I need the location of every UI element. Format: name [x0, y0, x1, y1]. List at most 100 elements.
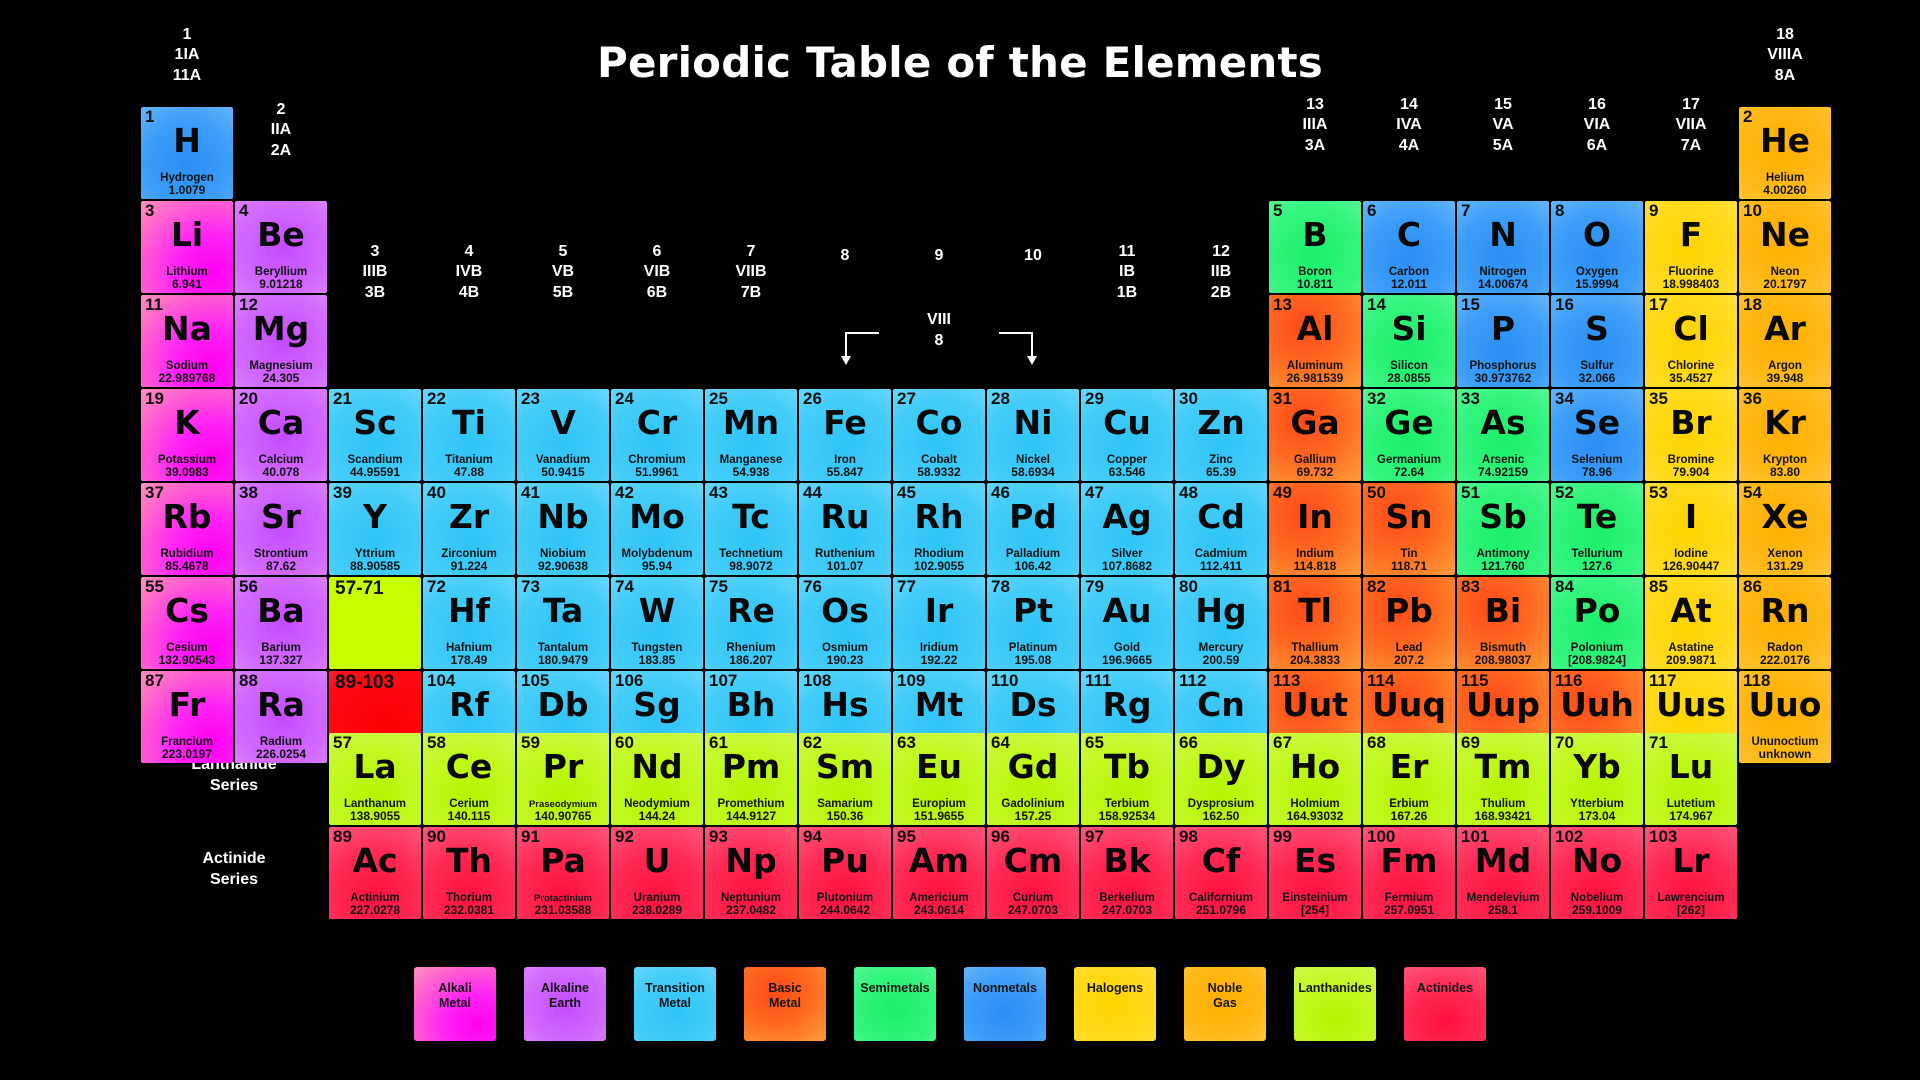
element-cell-ra[interactable]: 88 Ra Radium 226.0254: [235, 671, 327, 763]
element-cell-lr[interactable]: 103 Lr Lawrencium [262]: [1645, 827, 1737, 919]
element-cell-er[interactable]: 68 Er Erbium 167.26: [1363, 733, 1455, 825]
element-cell-bk[interactable]: 97 Bk Berkelium 247.0703: [1081, 827, 1173, 919]
element-cell-ac[interactable]: 89 Ac Actinium 227.0278: [329, 827, 421, 919]
element-cell-yb[interactable]: 70 Yb Ytterbium 173.04: [1551, 733, 1643, 825]
legend-item-noble-gas[interactable]: Noble Gas: [1184, 967, 1266, 1041]
element-cell-h[interactable]: 1 H Hydrogen 1.0079: [141, 107, 233, 199]
element-cell-tl[interactable]: 81 Tl Thallium 204.3833: [1269, 577, 1361, 669]
element-cell-cl[interactable]: 17 Cl Chlorine 35.4527: [1645, 295, 1737, 387]
element-cell-cd[interactable]: 48 Cd Cadmium 112.411: [1175, 483, 1267, 575]
element-cell-tb[interactable]: 65 Tb Terbium 158.92534: [1081, 733, 1173, 825]
element-cell-pa[interactable]: 91 Pa Protactinium 231.03588: [517, 827, 609, 919]
element-cell-range-57-71[interactable]: 57-71: [329, 577, 421, 669]
legend-item-semimetals[interactable]: Semimetals: [854, 967, 936, 1041]
legend-item-alkali-metal[interactable]: Alkali Metal: [414, 967, 496, 1041]
element-cell-al[interactable]: 13 Al Aluminum 26.981539: [1269, 295, 1361, 387]
element-cell-mo[interactable]: 42 Mo Molybdenum 95.94: [611, 483, 703, 575]
element-cell-cr[interactable]: 24 Cr Chromium 51.9961: [611, 389, 703, 481]
element-cell-in[interactable]: 49 In Indium 114.818: [1269, 483, 1361, 575]
element-cell-pd[interactable]: 46 Pd Palladium 106.42: [987, 483, 1079, 575]
element-cell-ce[interactable]: 58 Ce Cerium 140.115: [423, 733, 515, 825]
legend-item-lanthanides[interactable]: Lanthanides: [1294, 967, 1376, 1041]
element-cell-no[interactable]: 102 No Nobelium 259.1009: [1551, 827, 1643, 919]
element-cell-b[interactable]: 5 B Boron 10.811: [1269, 201, 1361, 293]
legend-item-halogens[interactable]: Halogens: [1074, 967, 1156, 1041]
element-cell-na[interactable]: 11 Na Sodium 22.989768: [141, 295, 233, 387]
element-cell-k[interactable]: 19 K Potassium 39.0983: [141, 389, 233, 481]
element-cell-tm[interactable]: 69 Tm Thulium 168.93421: [1457, 733, 1549, 825]
element-cell-re[interactable]: 75 Re Rhenium 186.207: [705, 577, 797, 669]
element-cell-ru[interactable]: 44 Ru Ruthenium 101.07: [799, 483, 891, 575]
element-cell-cs[interactable]: 55 Cs Cesium 132.90543: [141, 577, 233, 669]
element-cell-n[interactable]: 7 N Nitrogen 14.00674: [1457, 201, 1549, 293]
element-cell-hf[interactable]: 72 Hf Hafnium 178.49: [423, 577, 515, 669]
element-cell-ta[interactable]: 73 Ta Tantalum 180.9479: [517, 577, 609, 669]
element-cell-ho[interactable]: 67 Ho Holmium 164.93032: [1269, 733, 1361, 825]
element-cell-md[interactable]: 101 Md Mendelevium 258.1: [1457, 827, 1549, 919]
element-cell-u[interactable]: 92 U Uranium 238.0289: [611, 827, 703, 919]
element-cell-te[interactable]: 52 Te Tellurium 127.6: [1551, 483, 1643, 575]
element-cell-mg[interactable]: 12 Mg Magnesium 24.305: [235, 295, 327, 387]
element-cell-ti[interactable]: 22 Ti Titanium 47.88: [423, 389, 515, 481]
element-cell-nd[interactable]: 60 Nd Neodymium 144.24: [611, 733, 703, 825]
element-cell-v[interactable]: 23 V Vanadium 50.9415: [517, 389, 609, 481]
element-cell-gd[interactable]: 64 Gd Gadolinium 157.25: [987, 733, 1079, 825]
element-cell-cf[interactable]: 98 Cf Californium 251.0796: [1175, 827, 1267, 919]
element-cell-uuo[interactable]: 118 Uuo Ununoctium unknown: [1739, 671, 1831, 763]
element-cell-rn[interactable]: 86 Rn Radon 222.0176: [1739, 577, 1831, 669]
element-cell-bi[interactable]: 83 Bi Bismuth 208.98037: [1457, 577, 1549, 669]
element-cell-sn[interactable]: 50 Sn Tin 118.71: [1363, 483, 1455, 575]
element-cell-at[interactable]: 85 At Astatine 209.9871: [1645, 577, 1737, 669]
element-cell-co[interactable]: 27 Co Cobalt 58.9332: [893, 389, 985, 481]
element-cell-rh[interactable]: 45 Rh Rhodium 102.9055: [893, 483, 985, 575]
element-cell-ne[interactable]: 10 Ne Neon 20.1797: [1739, 201, 1831, 293]
element-cell-fm[interactable]: 100 Fm Fermium 257.0951: [1363, 827, 1455, 919]
element-cell-po[interactable]: 84 Po Polonium [208.9824]: [1551, 577, 1643, 669]
element-cell-os[interactable]: 76 Os Osmium 190.23: [799, 577, 891, 669]
legend-item-actinides[interactable]: Actinides: [1404, 967, 1486, 1041]
element-cell-zn[interactable]: 30 Zn Zinc 65.39: [1175, 389, 1267, 481]
element-cell-he[interactable]: 2 He Helium 4.00260: [1739, 107, 1831, 199]
element-cell-y[interactable]: 39 Y Yttrium 88.90585: [329, 483, 421, 575]
element-cell-sb[interactable]: 51 Sb Antimony 121.760: [1457, 483, 1549, 575]
element-cell-sr[interactable]: 38 Sr Strontium 87.62: [235, 483, 327, 575]
element-cell-ni[interactable]: 28 Ni Nickel 58.6934: [987, 389, 1079, 481]
legend-item-transition-metal[interactable]: Transition Metal: [634, 967, 716, 1041]
element-cell-li[interactable]: 3 Li Lithium 6.941: [141, 201, 233, 293]
element-cell-cm[interactable]: 96 Cm Curium 247.0703: [987, 827, 1079, 919]
element-cell-fr[interactable]: 87 Fr Francium 223.0197: [141, 671, 233, 763]
element-cell-pu[interactable]: 94 Pu Plutonium 244.0642: [799, 827, 891, 919]
element-cell-eu[interactable]: 63 Eu Europium 151.9655: [893, 733, 985, 825]
element-cell-se[interactable]: 34 Se Selenium 78.96: [1551, 389, 1643, 481]
element-cell-be[interactable]: 4 Be Beryllium 9.01218: [235, 201, 327, 293]
element-cell-ir[interactable]: 77 Ir Iridium 192.22: [893, 577, 985, 669]
element-cell-xe[interactable]: 54 Xe Xenon 131.29: [1739, 483, 1831, 575]
element-cell-o[interactable]: 8 O Oxygen 15.9994: [1551, 201, 1643, 293]
element-cell-pt[interactable]: 78 Pt Platinum 195.08: [987, 577, 1079, 669]
element-cell-w[interactable]: 74 W Tungsten 183.85: [611, 577, 703, 669]
element-cell-f[interactable]: 9 F Fluorine 18.998403: [1645, 201, 1737, 293]
element-cell-nb[interactable]: 41 Nb Niobium 92.90638: [517, 483, 609, 575]
element-cell-lu[interactable]: 71 Lu Lutetium 174.967: [1645, 733, 1737, 825]
element-cell-es[interactable]: 99 Es Einsteinium [254]: [1269, 827, 1361, 919]
element-cell-au[interactable]: 79 Au Gold 196.9665: [1081, 577, 1173, 669]
element-cell-ag[interactable]: 47 Ag Silver 107.8682: [1081, 483, 1173, 575]
element-cell-la[interactable]: 57 La Lanthanum 138.9055: [329, 733, 421, 825]
legend-item-basic-metal[interactable]: Basic Metal: [744, 967, 826, 1041]
element-cell-ge[interactable]: 32 Ge Germanium 72.64: [1363, 389, 1455, 481]
element-cell-am[interactable]: 95 Am Americium 243.0614: [893, 827, 985, 919]
element-cell-zr[interactable]: 40 Zr Zirconium 91.224: [423, 483, 515, 575]
element-cell-ca[interactable]: 20 Ca Calcium 40.078: [235, 389, 327, 481]
element-cell-sc[interactable]: 21 Sc Scandium 44.95591: [329, 389, 421, 481]
element-cell-hg[interactable]: 80 Hg Mercury 200.59: [1175, 577, 1267, 669]
element-cell-dy[interactable]: 66 Dy Dysprosium 162.50: [1175, 733, 1267, 825]
element-cell-as[interactable]: 33 As Arsenic 74.92159: [1457, 389, 1549, 481]
element-cell-sm[interactable]: 62 Sm Samarium 150.36: [799, 733, 891, 825]
element-cell-p[interactable]: 15 P Phosphorus 30.973762: [1457, 295, 1549, 387]
legend-item-nonmetals[interactable]: Nonmetals: [964, 967, 1046, 1041]
element-cell-fe[interactable]: 26 Fe Iron 55.847: [799, 389, 891, 481]
element-cell-ga[interactable]: 31 Ga Gallium 69.732: [1269, 389, 1361, 481]
element-cell-rb[interactable]: 37 Rb Rubidium 85.4678: [141, 483, 233, 575]
element-cell-c[interactable]: 6 C Carbon 12.011: [1363, 201, 1455, 293]
element-cell-si[interactable]: 14 Si Silicon 28.0855: [1363, 295, 1455, 387]
